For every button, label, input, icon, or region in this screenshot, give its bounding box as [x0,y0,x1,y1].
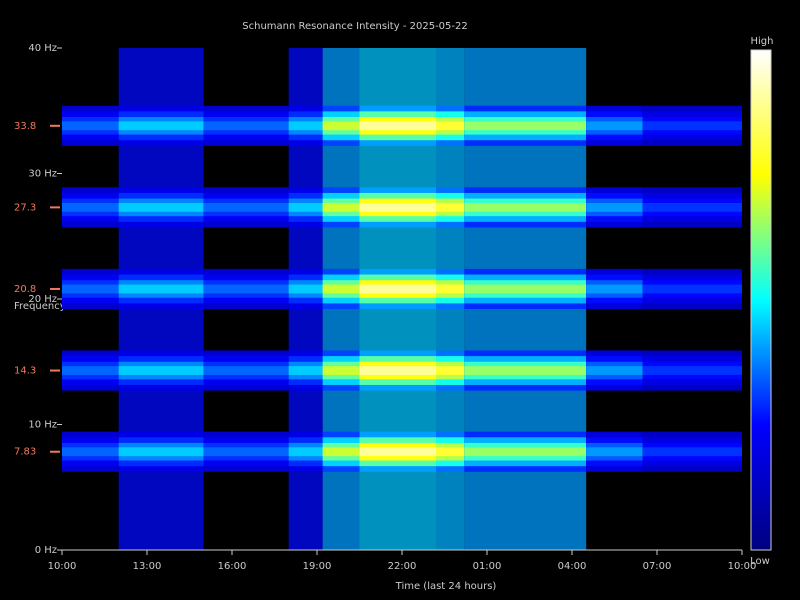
band-cell [359,447,436,457]
colorbar-low: Low [750,556,770,567]
band-cell [464,284,587,294]
band-cell [642,447,742,457]
band-cell [288,284,323,294]
band-cell [464,121,587,131]
x-tick-label: 10:00 [48,561,77,572]
band-cell [359,366,436,375]
band-cell [436,121,465,131]
resonance-label: 14.3 [14,366,36,377]
x-tick-label: 19:00 [303,561,332,572]
x-tick-label: 01:00 [473,561,502,572]
band-cell [62,284,119,294]
band-cell [642,121,742,131]
y-tick-label: 10 Hz [28,420,57,431]
band-cell [464,366,587,375]
band-cell [203,202,289,212]
resonance-label: 20.8 [14,284,36,295]
band-cell [322,366,360,375]
band-cell [203,366,289,375]
band-cell [464,447,587,457]
band-cell [62,366,119,375]
band-cell [586,202,643,212]
colorbar [750,49,772,551]
band-cell [62,121,119,131]
band-cell [436,366,465,375]
x-tick-label: 22:00 [388,561,417,572]
band-cell [436,202,465,212]
y-tick-label: 40 Hz [28,43,57,54]
band-cell [436,447,465,457]
band-cell [288,121,323,131]
x-tick-label: 13:00 [133,561,162,572]
band-cell [586,121,643,131]
x-tick-label: 07:00 [643,561,672,572]
chart-title: Schumann Resonance Intensity - 2025-05-2… [242,21,467,32]
band-cell [62,447,119,457]
band-cell [642,366,742,375]
x-tick-label: 04:00 [558,561,587,572]
y-axis-label: Frequency [14,301,66,312]
band-cell [288,366,323,375]
band-cell [203,284,289,294]
band-cell [288,202,323,212]
band-cell [586,366,643,375]
band-cell [586,447,643,457]
band-cell [322,447,360,457]
y-tick-label: 0 Hz [35,545,57,556]
band-cell [642,284,742,294]
band-cell [642,202,742,212]
band-cell [203,447,289,457]
plot-area [62,48,742,550]
band-cell [322,284,360,294]
x-tick-label: 10:00 [728,561,757,572]
resonance-label: 27.3 [14,202,36,213]
band-cell [118,202,204,212]
resonance-label: 7.83 [14,447,36,458]
colorbar-high: High [751,36,774,47]
band-cell [118,447,204,457]
band-cell [118,284,204,294]
band-cell [359,284,436,294]
band-cell [464,202,587,212]
band-cell [118,366,204,375]
band-cell [359,202,436,212]
band-cell [322,121,360,131]
band-cell [288,447,323,457]
band-cell [322,202,360,212]
band-cell [62,202,119,212]
band-cell [118,121,204,131]
band-cell [203,121,289,131]
band-cell [359,121,436,131]
band-cell [436,284,465,294]
y-tick-label: 30 Hz [28,169,57,180]
x-tick-label: 16:00 [218,561,247,572]
x-axis-label: Time (last 24 hours) [395,581,497,592]
band-cell [586,284,643,294]
resonance-label: 33.8 [14,121,36,132]
y-tick-label: 20 Hz [28,294,57,305]
